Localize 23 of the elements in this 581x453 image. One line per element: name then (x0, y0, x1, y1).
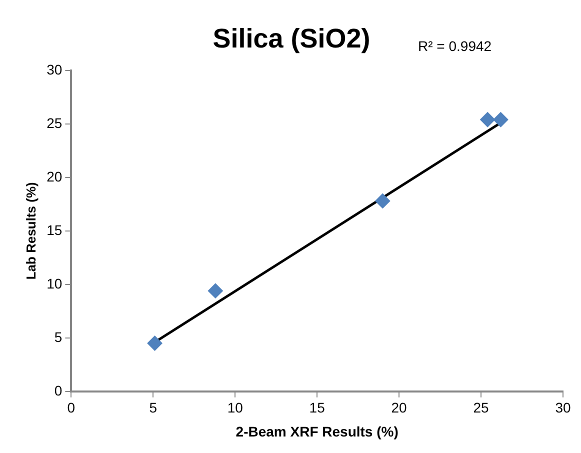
y-tick-label: 0 (54, 382, 62, 398)
point (208, 283, 223, 298)
y-tick-label: 10 (46, 275, 62, 292)
x-tick-label: 30 (555, 400, 571, 416)
point (375, 193, 390, 208)
x-tick-label: 10 (227, 400, 244, 416)
chart-title: Silica (SiO2) (212, 24, 370, 54)
x-axis-title: 2-Beam XRF Results (%) (236, 423, 398, 440)
y-tick-label: 30 (46, 61, 62, 78)
x-tick-label: 25 (473, 400, 490, 416)
point (480, 112, 496, 128)
point (147, 336, 162, 351)
y-tick-label: 20 (46, 168, 62, 184)
x-tick-label: 5 (149, 400, 158, 416)
x-tick-label: 15 (309, 400, 326, 416)
point (493, 112, 508, 128)
y-tick-label: 5 (54, 328, 62, 345)
x-tick-label: 20 (391, 400, 408, 416)
text: R² = 0.9942 (418, 38, 492, 54)
y-tick-label: 15 (46, 222, 62, 238)
x-tick-label: 0 (67, 400, 76, 416)
y-axis-title: Lab Results (%) (23, 182, 38, 280)
y-tick-label: 25 (46, 114, 62, 131)
